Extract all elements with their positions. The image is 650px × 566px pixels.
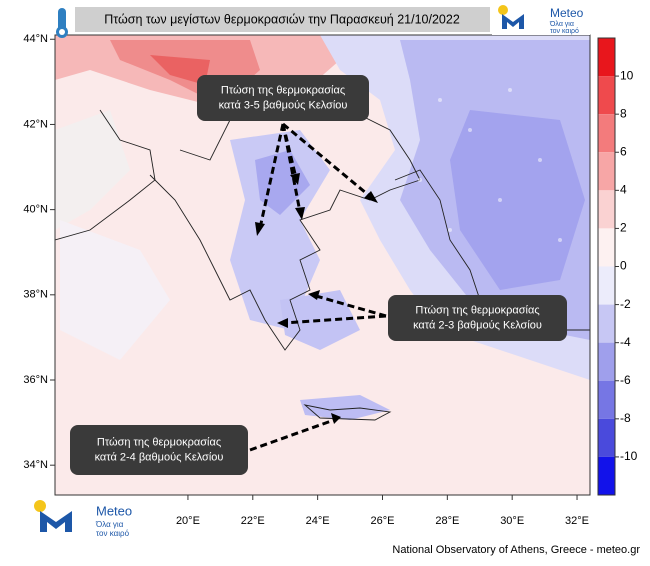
lat-tick-label: 40°N — [23, 204, 48, 216]
logo-mark — [502, 14, 524, 29]
colorbar-label: -4 — [620, 335, 631, 349]
lat-tick-label: 36°N — [23, 374, 48, 386]
lon-tick-label: 30°E — [500, 515, 524, 527]
colorbar-label: 6 — [620, 144, 627, 158]
logo-tagline: τον καιρό — [550, 27, 579, 35]
logo-tagline: τον καιρό — [96, 529, 130, 538]
colorbar-band — [598, 114, 615, 153]
lat-tick-label: 44°N — [23, 33, 48, 45]
colorbar-band — [598, 76, 615, 115]
thermometer-icon — [56, 8, 68, 38]
colorbar-band — [598, 380, 615, 419]
colorbar-label: -2 — [620, 297, 631, 311]
lat-tick-label: 38°N — [23, 289, 48, 301]
title: Πτώση των μεγίστων θερμοκρασιών την Παρα… — [104, 12, 460, 26]
lon-tick-label: 26°E — [370, 515, 394, 527]
logo-mark — [40, 511, 72, 532]
colorbar-band — [598, 342, 615, 381]
lon-tick-label: 22°E — [241, 515, 265, 527]
arrows — [249, 122, 387, 452]
map-frame — [54, 34, 591, 496]
lon-tick-label: 24°E — [306, 515, 330, 527]
logo-tagline: Όλα για — [549, 21, 574, 28]
colorbar-label: -10 — [620, 449, 638, 463]
lat-tick-label: 34°N — [23, 459, 48, 471]
annotation-text: Πτώση της θερμοκρασίας — [97, 436, 221, 448]
annotation-box — [70, 425, 248, 475]
logo-sun — [34, 500, 46, 512]
arrow-heads — [255, 173, 378, 424]
colorbar-band — [598, 418, 615, 457]
colorbar-band — [598, 190, 615, 229]
annotation-text: κατά 3-5 βαθμούς Κελσίου — [219, 99, 348, 111]
colorbar-label: -8 — [620, 411, 631, 425]
colorbar-band — [598, 38, 615, 77]
annotation-box — [388, 295, 567, 341]
colorbar-band — [598, 304, 615, 343]
annotation-box — [197, 75, 369, 121]
annotation-text: κατά 2-4 βαθμούς Κελσίου — [95, 451, 224, 463]
colorbar-label: 4 — [620, 183, 627, 197]
colorbar-band — [598, 152, 615, 191]
logo-tagline: Όλα για — [95, 520, 124, 529]
colorbar-band — [598, 228, 615, 267]
logo-sun — [498, 5, 508, 15]
title-bar — [75, 7, 490, 32]
annotation-text: κατά 2-3 βαθμούς Κελσίου — [413, 319, 542, 331]
logo-name: Meteo — [550, 6, 584, 20]
footer: National Observatory of Athens, Greece -… — [392, 544, 640, 556]
logo-name: Meteo — [96, 503, 132, 518]
lon-tick-label: 28°E — [435, 515, 459, 527]
colorbar-label: -6 — [620, 373, 631, 387]
colorbar-label: 0 — [620, 259, 627, 273]
lon-tick-label: 20°E — [176, 515, 200, 527]
lat-tick-label: 42°N — [23, 118, 48, 130]
colorbar-label: 8 — [620, 106, 627, 120]
lon-tick-label: 32°E — [565, 515, 589, 527]
annotation-text: Πτώση της θερμοκρασίας — [415, 304, 539, 316]
colorbar-label: 2 — [620, 221, 627, 235]
colorbar-band — [598, 266, 615, 305]
colorbar-band — [598, 456, 615, 495]
colorbar-label: 10 — [620, 68, 634, 82]
annotation-text: Πτώση της θερμοκρασίας — [221, 84, 345, 96]
